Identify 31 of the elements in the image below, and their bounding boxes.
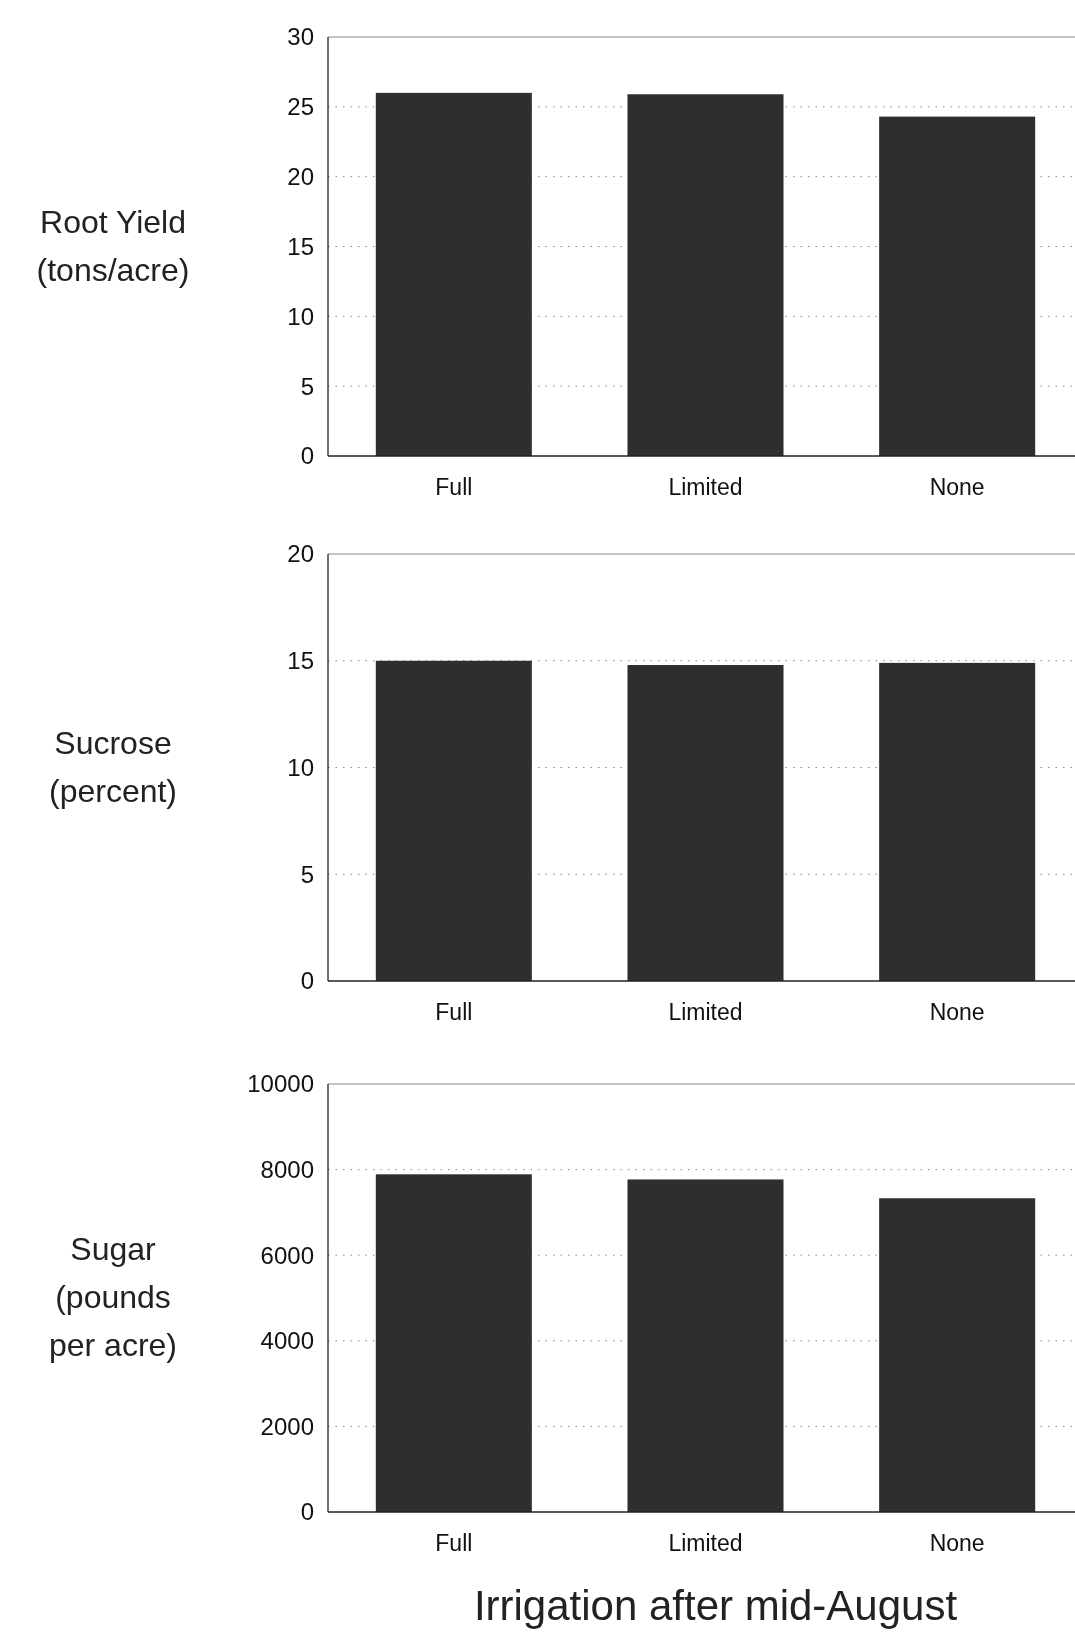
y-tick-label: 0	[300, 442, 314, 470]
y-tick-label: 8000	[260, 1156, 314, 1183]
y-tick-label: 20	[287, 540, 314, 568]
y-tick-label: 10	[287, 753, 314, 781]
x-tick-label: Full	[435, 474, 473, 500]
x-tick-label: Limited	[668, 1530, 743, 1556]
x-tick-label: Full	[435, 1530, 473, 1556]
y-tick-label: 0	[300, 967, 314, 995]
y-tick-label: 5	[300, 372, 314, 400]
x-tick-label: Full	[435, 999, 473, 1025]
x-axis-title: Irrigation after mid-August	[473, 1582, 958, 1629]
x-tick-label: None	[929, 999, 985, 1025]
y-tick-label: 25	[287, 93, 314, 121]
y-tick-label: 15	[287, 232, 314, 260]
y-tick-label: 10000	[247, 1070, 314, 1098]
y-tick-label: 0	[300, 1498, 314, 1526]
y-axis-title: Sucrose (percent)	[48, 724, 178, 809]
y-axis-title: Sugar (pounds per acre)	[48, 1231, 178, 1363]
y-tick-label: 6000	[260, 1241, 314, 1269]
y-tick-label: 10	[287, 302, 314, 330]
y-tick-label: 30	[287, 23, 314, 51]
y-tick-label: 5	[300, 860, 314, 888]
y-tick-label: 2000	[260, 1412, 314, 1440]
y-tick-label: 20	[287, 163, 314, 191]
x-tick-label: Limited	[668, 999, 743, 1025]
x-tick-label: None	[929, 474, 985, 500]
y-axis-title: Root Yield (tons/acre)	[36, 203, 190, 288]
x-tick-label: Limited	[668, 474, 743, 500]
y-tick-label: 15	[287, 647, 314, 675]
y-tick-label: 4000	[260, 1327, 314, 1355]
x-tick-label: None	[929, 1530, 985, 1556]
